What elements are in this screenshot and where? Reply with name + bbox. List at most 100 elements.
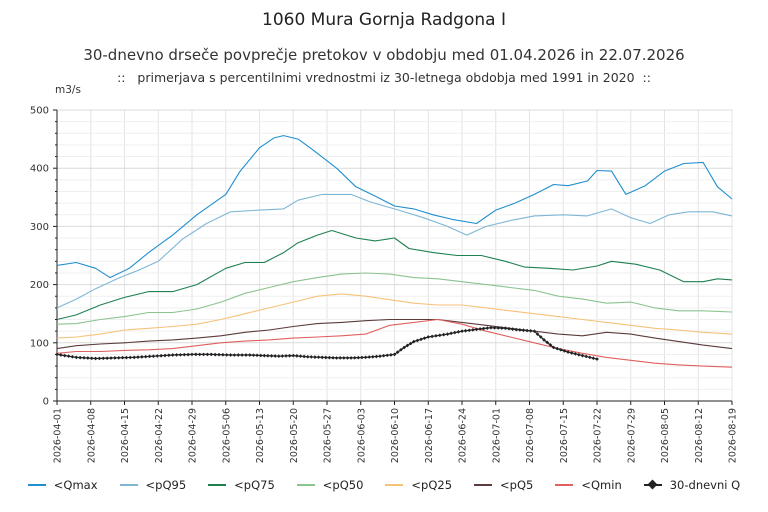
y-tick-label: 100 <box>30 338 49 349</box>
legend-item[interactable]: <Qmin <box>555 478 622 492</box>
legend-swatch <box>296 484 315 486</box>
data-point <box>496 326 501 330</box>
data-point <box>422 336 427 340</box>
data-point <box>595 357 599 361</box>
data-point <box>463 328 468 333</box>
x-tick-label: 2026-06-03 <box>356 408 367 463</box>
data-point <box>521 328 526 333</box>
legend-item[interactable]: 30-dnevni Q <box>643 478 741 492</box>
data-point <box>591 356 596 361</box>
chart-subtitle-2: :: primerjava s percentilnimi vrednostmi… <box>117 70 651 85</box>
data-point <box>562 349 567 353</box>
data-point <box>474 327 479 332</box>
x-tick-label: 2026-04-22 <box>154 408 165 463</box>
data-point <box>551 345 556 350</box>
data-point <box>492 326 497 330</box>
grid-layer <box>56 109 733 402</box>
legend-item[interactable]: <pQ50 <box>296 478 363 492</box>
legend-swatch <box>474 484 493 486</box>
x-tick-label: 2026-07-29 <box>626 408 637 463</box>
legend-item[interactable]: <Qmax <box>27 478 98 492</box>
data-point <box>236 353 241 357</box>
data-point <box>430 334 434 339</box>
data-point <box>434 333 438 338</box>
data-point <box>587 355 592 360</box>
data-point <box>101 356 106 361</box>
x-tick-label: 2026-05-06 <box>221 408 232 463</box>
data-point <box>389 353 393 357</box>
data-point <box>291 353 296 358</box>
legend-swatch <box>643 479 662 490</box>
x-tick-label: 2026-04-08 <box>86 408 97 463</box>
data-point <box>331 355 335 360</box>
data-point <box>163 353 167 358</box>
data-point <box>240 353 244 357</box>
data-point <box>323 355 328 360</box>
y-axis-label: m3/s <box>55 84 81 96</box>
y-tick-label: 200 <box>30 280 49 291</box>
chart-legend: <Qmax <pQ95 <pQ75 <pQ50 <pQ25 <pQ5 <Qmin 30-dne… <box>0 478 768 492</box>
x-tick-label: 2026-07-01 <box>491 408 502 463</box>
legend-marker <box>647 479 658 490</box>
data-point <box>116 355 121 360</box>
data-point <box>136 355 140 359</box>
data-point <box>194 352 198 357</box>
data-point <box>392 352 397 357</box>
chart-title: 1060 Mura Gornja Radgona I <box>262 10 506 30</box>
data-point <box>147 354 152 359</box>
data-point <box>342 356 346 360</box>
data-point <box>402 345 406 350</box>
legend-item[interactable]: <pQ75 <box>208 478 275 492</box>
legend-item[interactable]: <pQ95 <box>119 478 186 492</box>
legend-swatch <box>27 484 46 486</box>
data-point <box>360 355 364 360</box>
data-point <box>59 353 63 357</box>
data-point <box>105 356 109 361</box>
x-tick-label: 2026-08-12 <box>694 408 705 463</box>
legend-item[interactable]: <pQ5 <box>474 478 533 492</box>
data-point <box>62 353 67 358</box>
y-tick-label: 500 <box>30 106 49 117</box>
data-point <box>408 341 413 346</box>
data-point <box>569 351 574 355</box>
legend-label: <Qmax <box>53 478 98 492</box>
x-tick-label: 2026-07-08 <box>525 408 536 463</box>
data-point <box>280 354 285 358</box>
data-point <box>399 347 403 352</box>
data-point <box>262 353 267 358</box>
legend-label: 30-dnevni Q <box>669 478 741 492</box>
data-point <box>559 347 563 352</box>
data-point <box>441 332 446 337</box>
data-point <box>309 355 314 359</box>
data-point <box>452 330 457 335</box>
series-line-4 <box>56 293 733 339</box>
legend-swatch <box>555 484 574 486</box>
data-point <box>269 354 274 358</box>
data-point <box>370 354 375 359</box>
data-point <box>143 354 148 359</box>
data-point <box>93 356 98 361</box>
data-point <box>151 354 156 359</box>
data-point <box>244 353 248 357</box>
data-point <box>74 355 79 360</box>
x-tick-label: 2026-05-27 <box>323 408 334 463</box>
data-point <box>481 326 486 331</box>
data-point <box>97 356 102 361</box>
y-tick-label: 400 <box>30 164 49 175</box>
data-point <box>313 355 317 359</box>
data-point <box>535 332 540 336</box>
data-point <box>217 352 221 357</box>
chart-subtitle: 30-dnevno drseče povprečje pretokov v ob… <box>83 46 685 64</box>
data-point <box>352 355 357 360</box>
data-point <box>205 352 210 357</box>
legend-swatch <box>385 484 404 486</box>
legend-item[interactable]: <pQ25 <box>385 478 452 492</box>
series-line-6 <box>56 318 733 368</box>
data-point <box>378 354 382 359</box>
data-point <box>178 352 183 357</box>
data-point <box>273 354 277 358</box>
series-line-2 <box>56 229 733 321</box>
y-tick-label: 0 <box>43 397 49 408</box>
data-point <box>295 354 299 358</box>
data-point <box>555 346 560 351</box>
